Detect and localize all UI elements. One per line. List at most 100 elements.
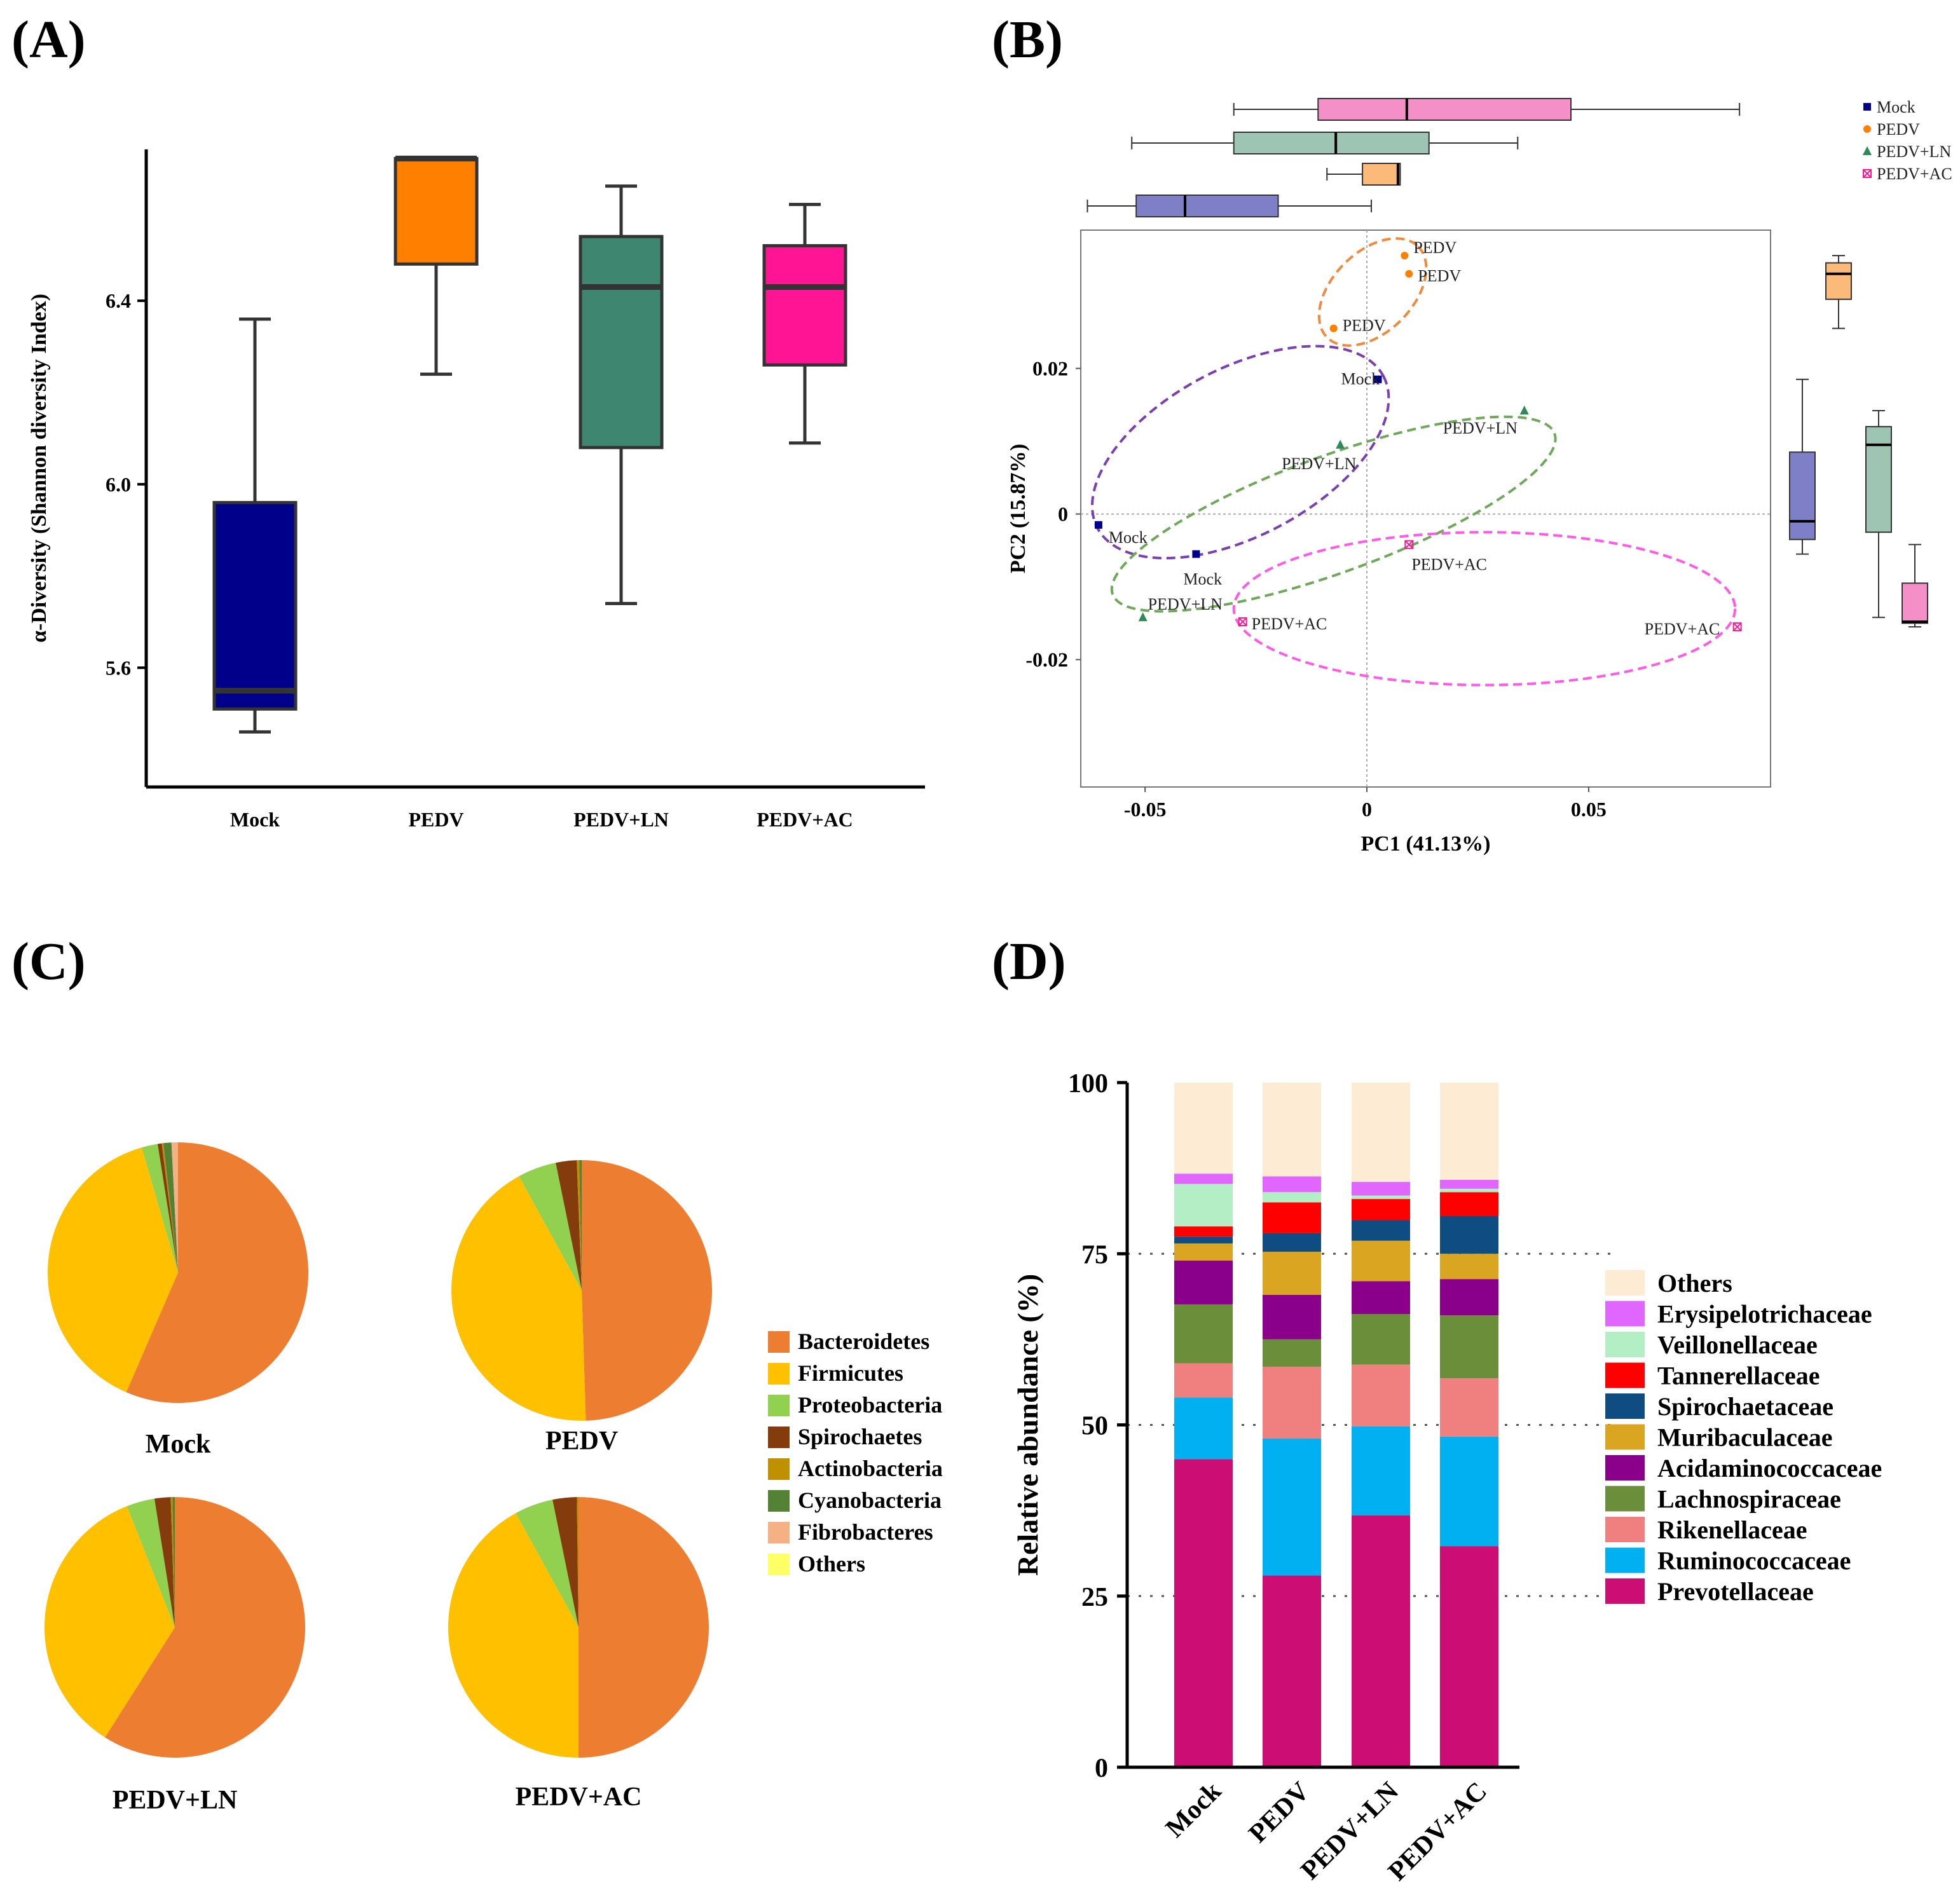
- b-point-pedv-ln: [1519, 405, 1529, 414]
- d-segment-acidaminococcaceae: [1174, 1261, 1233, 1304]
- c-pie-slice-firmicutes: [448, 1513, 579, 1758]
- b-pc1-box-pedv-ac: [1233, 98, 1741, 121]
- b-marker-box: [1863, 169, 1872, 178]
- d-segment-tannerellaceae: [1440, 1192, 1498, 1217]
- c-legend-label: Cyanobacteria: [798, 1488, 942, 1513]
- b-ellipse-pedv-ln: [1110, 415, 1557, 613]
- b-point-pedv: [1329, 324, 1338, 332]
- c-legend-label: Others: [798, 1551, 865, 1577]
- c-pie-slice-spirochaetes: [556, 1160, 582, 1290]
- b-y-tick-label: 0.02: [1032, 357, 1068, 380]
- d-segment-others: [1263, 1083, 1321, 1177]
- d-segment-spirochaetaceae: [1440, 1216, 1498, 1254]
- b-marker-cross: [1238, 618, 1247, 626]
- c-legend-swatch: [768, 1554, 790, 1575]
- c-panel-label: (C): [11, 932, 86, 991]
- d-legend-label: Erysipelotrichaceae: [1657, 1300, 1872, 1329]
- c-pie-label: Mock: [146, 1430, 211, 1459]
- a-x-tick-label: Mock: [230, 808, 280, 831]
- b-point-label: PEDV+LN: [1443, 419, 1518, 437]
- c-pie-slice-proteobacteria: [141, 1144, 178, 1273]
- a-x-tick-label: PEDV: [408, 808, 463, 831]
- d-y-axis-title: Relative abundance (%): [1011, 1274, 1044, 1576]
- b-y-tick-label: -0.02: [1025, 648, 1068, 671]
- b-point-mock: [1192, 550, 1200, 558]
- c-pie-slice-actinobacteria: [161, 1143, 178, 1273]
- b-pc1-box-mock: [1086, 195, 1373, 217]
- d-segment-others: [1174, 1083, 1233, 1174]
- a-box-pedv-ac: [762, 203, 847, 445]
- b-point-label: PEDV+AC: [1411, 556, 1487, 574]
- b-y-axis-title: PC2 (15.87%): [1006, 444, 1030, 573]
- d-bar-mock: [1174, 1083, 1233, 1767]
- d-x-tick-label: PEDV: [1244, 1777, 1315, 1849]
- c-pie-slice-cyanobacteria: [163, 1142, 178, 1273]
- b-plot-frame: [1080, 229, 1771, 788]
- c-pie-label: PEDV: [545, 1426, 618, 1456]
- b-legend-marker: [1863, 169, 1872, 178]
- b-legend-marker: [1863, 146, 1872, 155]
- c-legend-swatch: [768, 1490, 790, 1512]
- c-pie-pedv-ln: [45, 1497, 305, 1758]
- d-segment-veillonellaceae: [1263, 1192, 1321, 1203]
- b-x-tick-label: 0.05: [1571, 798, 1607, 821]
- b-pc1-box-pedv-ln: [1131, 132, 1519, 154]
- b-point-pedv-ac: [1238, 617, 1247, 627]
- d-segment-prevotellaceae: [1440, 1546, 1498, 1767]
- d-panel-label: (D): [992, 932, 1066, 991]
- d-segment-erysipelotrichaceae: [1440, 1179, 1498, 1189]
- d-segment-lachnospiraceae: [1263, 1339, 1321, 1367]
- b-point-pedv-ac: [1404, 540, 1414, 549]
- c-pie-slice-bacteroidetes: [579, 1497, 709, 1758]
- d-y-tick-label: 75: [1081, 1240, 1108, 1269]
- c-legend-swatch: [768, 1331, 790, 1353]
- c-legend-label: Proteobacteria: [798, 1392, 942, 1418]
- c-pie-slice-spirochaetes: [552, 1497, 579, 1627]
- d-legend-label: Others: [1657, 1269, 1732, 1297]
- a-panel-label: (A): [11, 10, 86, 69]
- d-y-tick-label: 50: [1081, 1412, 1108, 1441]
- c-pie-slice-spirochaetes: [157, 1143, 178, 1273]
- b-point-label: Mock: [1109, 528, 1148, 547]
- d-legend-label: Ruminococcaceae: [1657, 1547, 1851, 1575]
- b-ellipse-pedv-ac: [1232, 531, 1737, 687]
- d-segment-muribaculaceae: [1174, 1243, 1233, 1261]
- b-point-pedv-ac: [1732, 622, 1742, 632]
- b-ellipse-mock: [1090, 345, 1390, 560]
- d-segment-ruminococcaceae: [1263, 1439, 1321, 1576]
- d-segment-muribaculaceae: [1263, 1252, 1321, 1295]
- a-box-body: [394, 156, 479, 266]
- b-pc1-box-body: [1233, 132, 1430, 154]
- b-legend-marker: [1863, 125, 1871, 133]
- a-box-body: [762, 244, 847, 367]
- d-y-tick-label: 25: [1081, 1583, 1108, 1612]
- d-legend-label: Rikenellaceae: [1657, 1515, 1807, 1544]
- c-legend-swatch: [768, 1458, 790, 1480]
- c-pie-slice-fibrobacteres: [171, 1142, 178, 1273]
- b-legend-marker: [1863, 103, 1871, 111]
- b-point-label: Mock: [1341, 370, 1380, 388]
- c-pie-slice-bacteroidetes: [582, 1160, 713, 1421]
- d-segment-erysipelotrichaceae: [1174, 1173, 1233, 1184]
- c-legend-label: Bacteroidetes: [798, 1329, 929, 1354]
- d-y-tick-label: 0: [1095, 1754, 1108, 1783]
- b-panel-label: (B): [992, 10, 1063, 69]
- b-pc1-box-pedv: [1326, 163, 1401, 186]
- b-point-label: PEDV+LN: [1282, 455, 1356, 473]
- c-pie-slice-cyanobacteria: [579, 1160, 582, 1290]
- d-legend-swatch: [1605, 1578, 1645, 1604]
- d-legend-label: Veillonellaceae: [1657, 1331, 1818, 1359]
- d-segment-others: [1440, 1083, 1498, 1180]
- b-pc1-box-body: [1317, 98, 1572, 121]
- panel-a: 5.6 6.0 6.4 α-Diversity (Shannon diversity …: [11, 10, 925, 831]
- d-legend-label: Prevotellaceae: [1657, 1577, 1814, 1606]
- c-legend-label: Spirochaetes: [798, 1424, 922, 1449]
- d-segment-tannerellaceae: [1352, 1199, 1410, 1221]
- c-pie-slice-cyanobacteria: [172, 1497, 175, 1627]
- d-segment-rikenellaceae: [1352, 1364, 1410, 1426]
- b-pc2-box-body: [1825, 262, 1852, 300]
- b-point-label: PEDV+LN: [1148, 595, 1223, 613]
- b-point-label: PEDV: [1343, 317, 1386, 335]
